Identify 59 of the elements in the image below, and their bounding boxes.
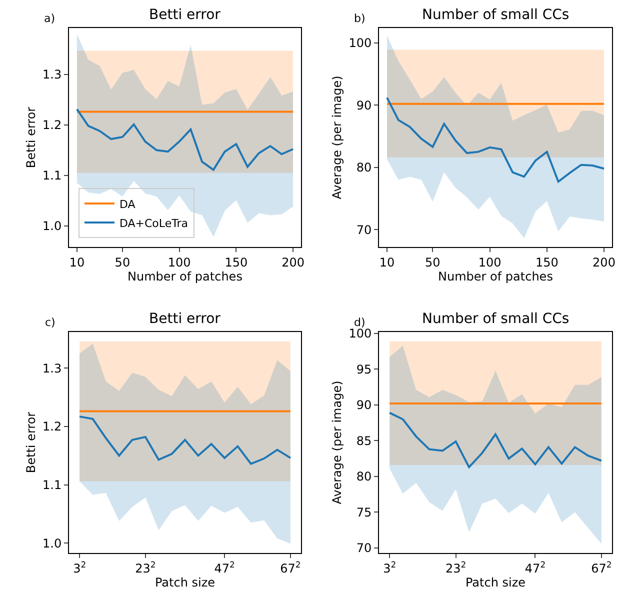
y-tick-label: 70 [356, 541, 372, 556]
chart-title: Betti error [149, 311, 221, 327]
x-tick-label: 67$^{2}$ [280, 559, 301, 576]
line-series [388, 412, 602, 468]
x-tick-label: 100 [478, 255, 502, 270]
x-tick-label: 67$^{2}$ [591, 559, 612, 576]
y-tick-label: 1.2 [42, 420, 62, 434]
y-tick-label: 1.3 [42, 68, 62, 82]
x-tick-label: 23$^{2}$ [135, 559, 156, 576]
x-tick-label: 10 [69, 255, 85, 270]
y-tick-label: 1.0 [42, 219, 62, 234]
y-tick-label: 1.3 [42, 361, 62, 376]
line-series [386, 96, 605, 183]
chart-title: Betti error [149, 7, 221, 23]
y-axis-title: Average (per image) [330, 76, 344, 200]
x-tick-label: 3$^{2}$ [73, 559, 86, 576]
line-series [76, 108, 294, 171]
legend-label: DA [119, 198, 136, 211]
line-series [78, 416, 292, 465]
y-tick-label: 75 [356, 505, 372, 520]
y-axis-title: Betti error [24, 412, 38, 474]
text: c) [45, 316, 56, 329]
x-tick-label: 10 [379, 255, 395, 270]
x-axis-title: Patch size [465, 575, 526, 590]
y-tick-label: 95 [356, 362, 372, 376]
y-tick-label: 1.1 [42, 478, 62, 492]
legend-label: DA+CoLeTra [119, 216, 188, 230]
x-axis-title: Number of patches [438, 269, 553, 284]
x-tick-label: 23$^{2}$ [445, 559, 466, 576]
y-tick-label: 85 [356, 434, 372, 448]
y-tick-label: 70 [356, 222, 372, 237]
x-axis-title: Number of patches [128, 269, 242, 284]
x-tick-label: 200 [592, 255, 616, 270]
y-axis-title: Betti error [24, 106, 38, 168]
chart-title: Number of small CCs [422, 7, 570, 23]
y-axis-title: Average (per image) [330, 380, 344, 504]
x-tick-label: 150 [224, 255, 248, 270]
x-tick-label: 3$^{2}$ [383, 559, 396, 576]
text: a) [44, 12, 56, 25]
x-tick-label: 100 [168, 255, 191, 270]
x-tick-label: 47$^{2}$ [524, 559, 546, 576]
chart-title: Number of small CCs [422, 311, 570, 327]
x-tick-label: 50 [114, 255, 130, 270]
y-tick-label: 100 [348, 36, 372, 50]
y-tick-label: 1.1 [42, 168, 62, 183]
text: d) [354, 316, 366, 329]
y-tick-label: 100 [348, 326, 372, 341]
x-tick-label: 50 [425, 255, 440, 270]
y-tick-label: 80 [356, 160, 372, 175]
y-tick-label: 1.0 [42, 536, 62, 550]
x-axis-title: Patch size [154, 575, 216, 590]
text: b) [354, 12, 366, 25]
y-tick-label: 1.2 [42, 118, 62, 132]
x-tick-label: 150 [535, 255, 558, 270]
y-tick-label: 90 [356, 98, 372, 112]
y-tick-label: 80 [356, 470, 372, 484]
y-tick-label: 90 [356, 398, 372, 412]
x-tick-label: 47$^{2}$ [214, 559, 235, 576]
x-tick-label: 200 [282, 255, 304, 270]
